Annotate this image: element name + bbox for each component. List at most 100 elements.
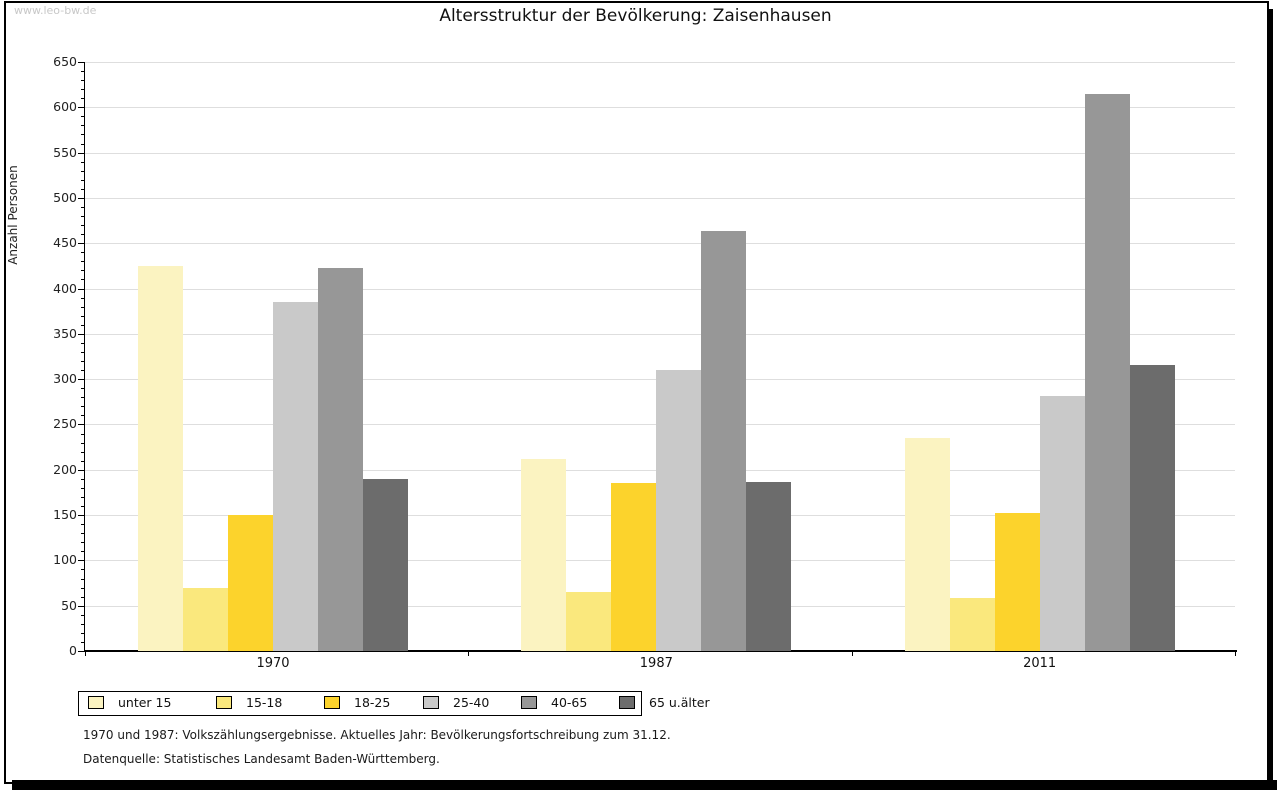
y-major-tick-50 — [78, 605, 84, 607]
gridline-500 — [85, 197, 1235, 199]
y-minor-tick-260 — [81, 415, 84, 417]
y-major-tick-500 — [78, 197, 84, 199]
y-major-tick-200 — [78, 469, 84, 471]
x-boundary-tick-2 — [851, 652, 853, 656]
y-minor-tick-280 — [81, 397, 84, 399]
y-minor-tick-410 — [81, 279, 84, 281]
y-minor-tick-530 — [81, 170, 84, 172]
y-axis-line — [84, 62, 85, 652]
bar-2011-65 u.älter — [1129, 364, 1175, 651]
y-minor-tick-510 — [81, 188, 84, 190]
y-major-tick-0 — [78, 651, 84, 652]
legend-label-unter 15: unter 15 — [118, 695, 172, 710]
legend-swatch-25-40 — [423, 696, 439, 709]
y-tick-label-250: 250 — [53, 416, 77, 432]
x-axis-line — [85, 650, 1237, 652]
bar-1970-unter 15 — [138, 265, 183, 651]
frame-shadow-right — [1267, 9, 1273, 790]
y-minor-tick-70 — [81, 587, 84, 589]
y-minor-tick-20 — [81, 632, 84, 634]
gridline-350 — [85, 333, 1235, 335]
y-major-tick-150 — [78, 515, 84, 517]
y-minor-tick-80 — [81, 578, 84, 580]
bar-1987-40-65 — [701, 231, 747, 651]
y-tick-label-300: 300 — [53, 371, 77, 387]
y-minor-tick-470 — [81, 225, 84, 227]
y-major-tick-400 — [78, 288, 84, 290]
frame-shadow-bottom — [12, 780, 1277, 790]
x-tick-label-1970: 1970 — [256, 656, 290, 671]
y-minor-tick-630 — [81, 80, 84, 82]
bar-1987-15-18 — [566, 592, 612, 651]
y-tick-label-500: 500 — [53, 189, 77, 205]
y-minor-tick-230 — [81, 442, 84, 444]
gridline-650 — [85, 62, 1235, 63]
legend-label-25-40: 25-40 — [453, 695, 490, 710]
y-tick-label-50: 50 — [61, 597, 77, 613]
legend-swatch-18-25 — [324, 696, 340, 709]
bar-1987-25-40 — [656, 370, 702, 651]
y-tick-label-350: 350 — [53, 325, 77, 341]
bar-1970-18-25 — [228, 515, 273, 651]
x-boundary-tick-0 — [85, 652, 86, 656]
bar-1970-65 u.älter — [363, 478, 408, 651]
gridline-550 — [85, 152, 1235, 154]
y-minor-tick-370 — [81, 315, 84, 317]
y-minor-tick-610 — [81, 98, 84, 100]
gridline-450 — [85, 243, 1235, 245]
y-minor-tick-440 — [81, 252, 84, 254]
bar-2011-18-25 — [994, 513, 1040, 651]
y-major-tick-300 — [78, 379, 84, 381]
y-minor-tick-30 — [81, 623, 84, 625]
y-minor-tick-170 — [81, 496, 84, 498]
y-major-tick-450 — [78, 243, 84, 245]
bar-2011-15-18 — [949, 598, 995, 651]
y-tick-label-600: 600 — [53, 99, 77, 115]
y-minor-tick-620 — [81, 89, 84, 91]
legend-swatch-15-18 — [216, 696, 232, 709]
y-minor-tick-90 — [81, 569, 84, 571]
bar-1987-unter 15 — [521, 458, 567, 651]
y-minor-tick-160 — [81, 506, 84, 507]
x-boundary-tick-3 — [1235, 652, 1236, 656]
y-minor-tick-190 — [81, 478, 84, 480]
y-minor-tick-60 — [81, 596, 84, 598]
y-minor-tick-320 — [81, 361, 84, 363]
y-minor-tick-640 — [81, 71, 84, 73]
y-minor-tick-560 — [81, 143, 84, 145]
y-minor-tick-330 — [81, 351, 84, 353]
y-minor-tick-420 — [81, 270, 84, 272]
y-major-tick-100 — [78, 560, 84, 562]
y-tick-label-150: 150 — [53, 507, 77, 523]
y-minor-tick-270 — [81, 406, 84, 408]
y-minor-tick-570 — [81, 134, 84, 136]
y-minor-tick-130 — [81, 533, 84, 535]
bar-2011-40-65 — [1084, 93, 1130, 651]
legend-swatch-40-65 — [521, 696, 537, 709]
y-minor-tick-340 — [81, 342, 84, 344]
y-major-tick-250 — [78, 424, 84, 426]
y-minor-tick-240 — [81, 433, 84, 435]
legend: unter 15 15-18 18-25 25-40 40-65 65 u.älter — [78, 691, 710, 716]
y-minor-tick-310 — [81, 370, 84, 372]
bar-1970-40-65 — [318, 267, 363, 651]
y-minor-tick-220 — [81, 451, 84, 453]
footnote-line-1: 1970 und 1987: Volkszählungsergebnisse. … — [83, 728, 671, 742]
y-minor-tick-520 — [81, 179, 84, 181]
y-tick-label-100: 100 — [53, 552, 77, 568]
bar-1970-25-40 — [273, 302, 318, 651]
y-minor-tick-290 — [81, 388, 84, 390]
y-minor-tick-480 — [81, 216, 84, 218]
y-tick-label-0: 0 — [69, 643, 77, 658]
y-minor-tick-580 — [81, 125, 84, 127]
page-title: Altersstruktur der Bevölkerung: Zaisenha… — [439, 6, 832, 26]
y-major-tick-350 — [78, 333, 84, 335]
bar-1970-15-18 — [183, 587, 228, 651]
legend-label-40-65: 40-65 — [551, 695, 588, 710]
y-minor-tick-540 — [81, 161, 84, 163]
legend-label-65 u.älter: 65 u.älter — [649, 695, 710, 710]
y-minor-tick-140 — [81, 524, 84, 526]
y-minor-tick-210 — [81, 460, 84, 462]
